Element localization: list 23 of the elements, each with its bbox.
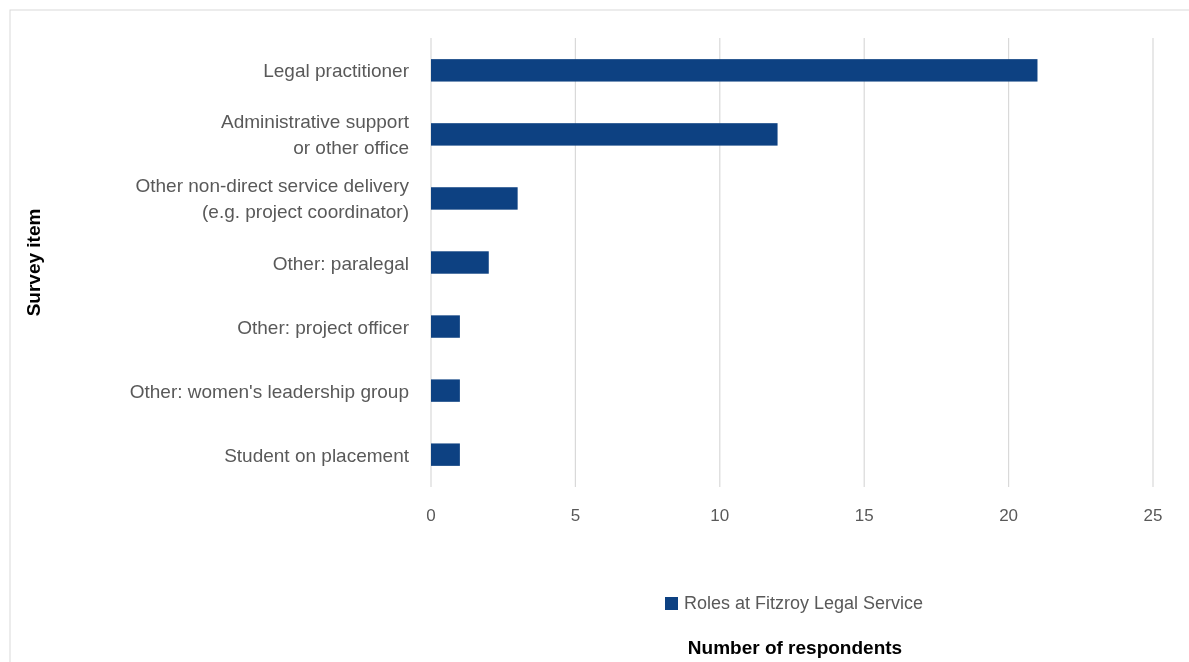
bar xyxy=(431,59,1038,82)
bar xyxy=(431,123,778,146)
y-tick-label: Student on placement xyxy=(224,444,410,466)
legend-label: Roles at Fitzroy Legal Service xyxy=(684,593,924,613)
y-tick-label: Other: project officer xyxy=(237,316,410,338)
y-tick-label: Other: paralegal xyxy=(272,252,409,274)
y-axis-title: Survey item xyxy=(23,208,44,317)
bar xyxy=(431,443,460,466)
y-tick-label: Administrative support or other office xyxy=(221,111,410,159)
bar xyxy=(431,187,518,210)
bar xyxy=(431,251,489,274)
y-tick-label: Other non-direct service delivery (e.g. project coordinator) xyxy=(135,175,410,223)
x-tick-label: 20 xyxy=(999,506,1019,525)
text: Number of respondents xyxy=(687,637,903,658)
x-tick-label: 15 xyxy=(854,506,874,525)
x-tick-label: 0 xyxy=(426,506,436,525)
x-tick-label: 25 xyxy=(1143,506,1163,525)
y-tick-label: Legal practitioner xyxy=(263,60,410,82)
y-tick-label: Other: women's leadership group xyxy=(129,380,409,402)
x-tick-label: 5 xyxy=(570,506,581,525)
bar xyxy=(431,315,460,338)
bar xyxy=(431,379,460,402)
x-tick-label: 10 xyxy=(710,506,730,525)
